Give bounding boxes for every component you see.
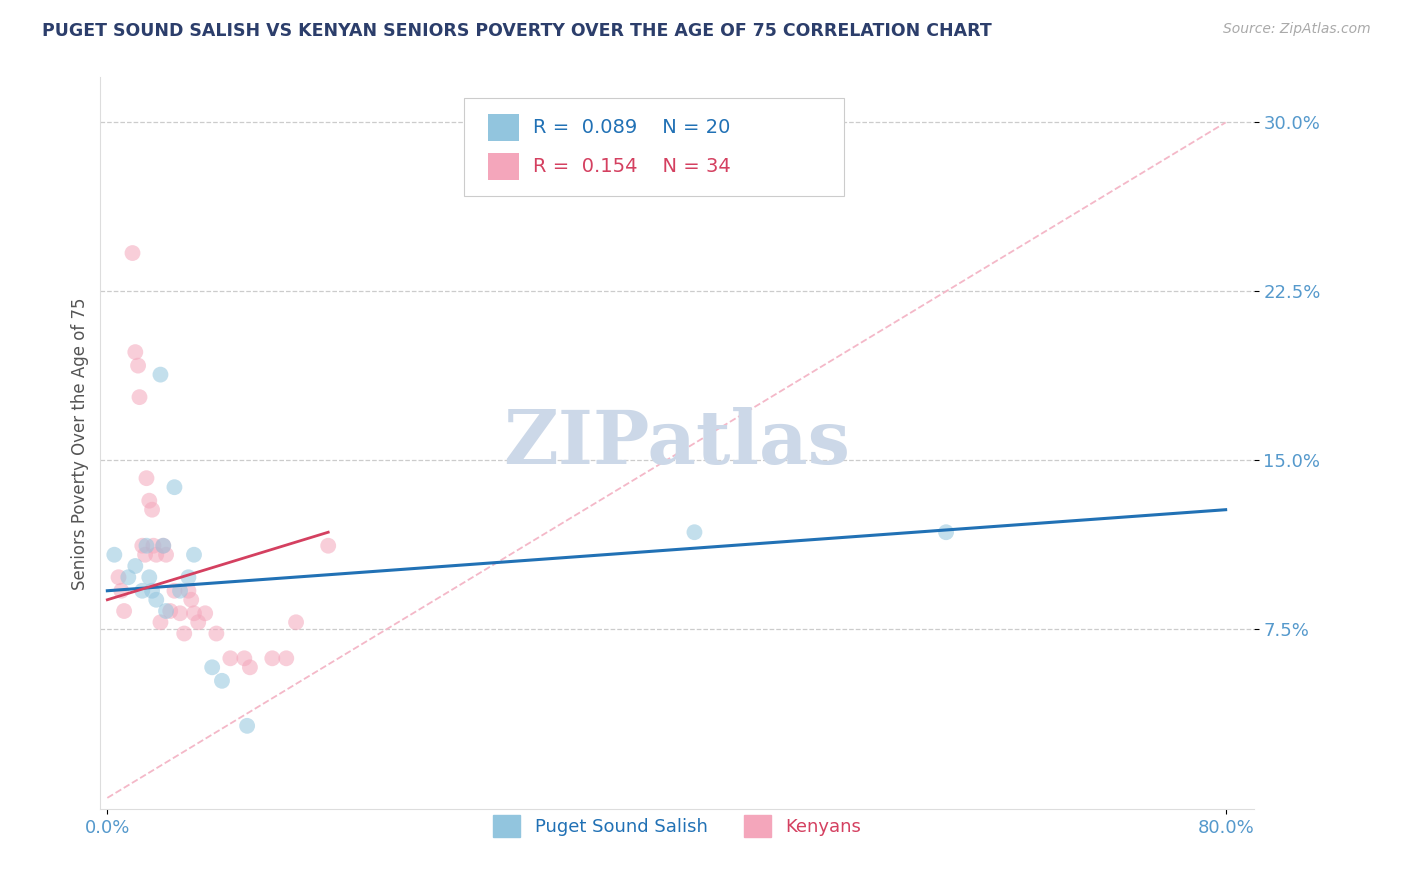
Point: [135, 471, 157, 485]
Point: [110, 583, 132, 598]
Point: [145, 548, 167, 562]
Point: [683, 525, 706, 540]
Point: [117, 570, 139, 584]
Text: R =  0.154    N = 34: R = 0.154 N = 34: [533, 157, 731, 177]
Point: [169, 607, 191, 621]
Text: Source: ZipAtlas.com: Source: ZipAtlas.com: [1223, 22, 1371, 37]
Point: [173, 626, 195, 640]
Text: R =  0.089    N = 20: R = 0.089 N = 20: [533, 118, 730, 137]
Point: [316, 539, 339, 553]
Point: [285, 615, 308, 630]
Point: [134, 548, 156, 562]
Point: [177, 570, 200, 584]
Point: [935, 525, 957, 540]
Point: [141, 583, 163, 598]
Point: [152, 539, 174, 553]
Point: [169, 583, 191, 598]
Point: [145, 592, 167, 607]
Point: [128, 390, 150, 404]
Point: [135, 539, 157, 553]
Point: [183, 607, 205, 621]
Point: [149, 615, 172, 630]
Text: ZIPatlas: ZIPatlas: [503, 407, 851, 480]
Point: [141, 502, 163, 516]
Legend: Puget Sound Salish, Kenyans: Puget Sound Salish, Kenyans: [486, 807, 868, 844]
Point: [107, 570, 129, 584]
Point: [233, 651, 256, 665]
Point: [155, 548, 177, 562]
Point: [138, 493, 160, 508]
Point: [112, 604, 135, 618]
Point: [194, 607, 217, 621]
Point: [201, 660, 224, 674]
Point: [131, 539, 153, 553]
Point: [205, 626, 228, 640]
Point: [219, 651, 242, 665]
Point: [262, 651, 284, 665]
Point: [177, 583, 200, 598]
Point: [159, 604, 181, 618]
Point: [183, 548, 205, 562]
Point: [127, 359, 149, 373]
Point: [163, 480, 186, 494]
Point: [187, 615, 209, 630]
Point: [155, 604, 177, 618]
Point: [180, 592, 202, 607]
Point: [276, 651, 298, 665]
Point: [211, 673, 233, 688]
Point: [103, 548, 125, 562]
Point: [142, 539, 165, 553]
Point: [152, 539, 174, 553]
Point: [124, 559, 146, 574]
Point: [121, 246, 143, 260]
Point: [131, 583, 153, 598]
Point: [124, 345, 146, 359]
Point: [138, 570, 160, 584]
Text: PUGET SOUND SALISH VS KENYAN SENIORS POVERTY OVER THE AGE OF 75 CORRELATION CHAR: PUGET SOUND SALISH VS KENYAN SENIORS POV…: [42, 22, 991, 40]
Point: [163, 583, 186, 598]
Point: [149, 368, 172, 382]
Y-axis label: Seniors Poverty Over the Age of 75: Seniors Poverty Over the Age of 75: [72, 297, 89, 590]
Point: [239, 660, 262, 674]
Point: [236, 719, 259, 733]
